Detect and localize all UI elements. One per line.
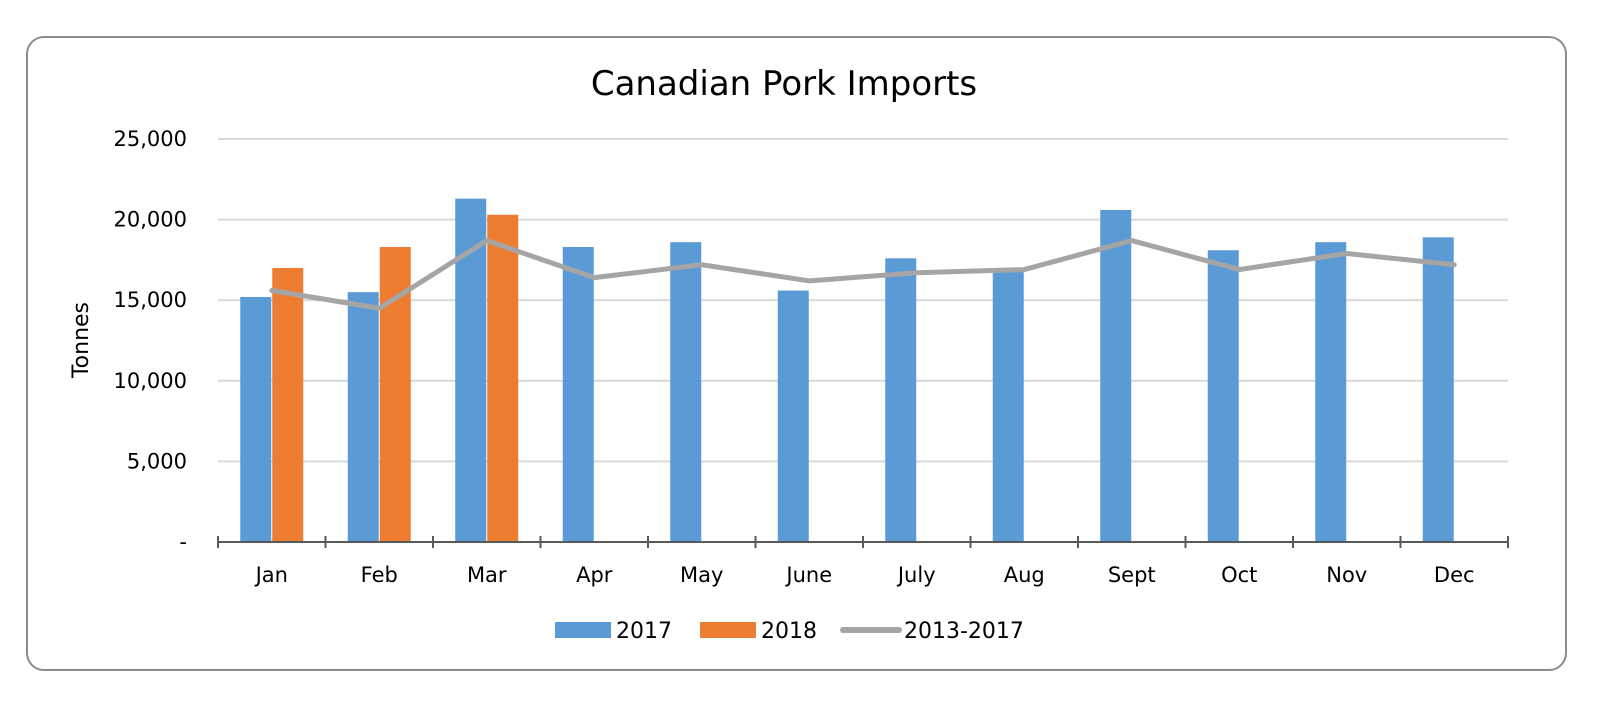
y-tick-label: 25,000 xyxy=(114,127,187,151)
x-tick-label: Aug xyxy=(1004,563,1045,587)
bar-2018 xyxy=(487,214,519,543)
legend-swatch-2017 xyxy=(555,622,611,638)
x-tick-label: July xyxy=(896,563,936,587)
y-tick-label: 15,000 xyxy=(114,288,187,312)
legend-label: 2013-2017 xyxy=(904,619,1024,644)
x-tick-label: Sept xyxy=(1108,563,1156,587)
x-tick-label: Feb xyxy=(361,563,398,587)
x-tick-label: Nov xyxy=(1326,563,1367,587)
x-tick-label: Jan xyxy=(254,563,288,587)
bar-2017 xyxy=(562,247,594,542)
bar-2017 xyxy=(885,258,917,542)
bar-2017 xyxy=(992,267,1024,542)
legend-swatch-2018 xyxy=(700,622,756,638)
bar-2017 xyxy=(1207,250,1239,542)
bar-2017 xyxy=(1422,237,1454,542)
x-tick-label: June xyxy=(784,563,832,587)
bar-2017 xyxy=(1100,209,1132,543)
y-tick-label: 20,000 xyxy=(114,208,187,232)
bar-2018 xyxy=(272,267,304,542)
bar-2017 xyxy=(1315,242,1347,542)
x-tick-label: Dec xyxy=(1434,563,1475,587)
x-tick-label: Oct xyxy=(1221,563,1257,587)
x-tick-label: Apr xyxy=(576,563,613,587)
bar-2017 xyxy=(240,296,272,542)
y-tick-label: - xyxy=(179,530,187,554)
chart-title: Canadian Pork Imports xyxy=(591,64,977,104)
y-axis-title: Tonnes xyxy=(69,302,94,379)
bar-2017 xyxy=(347,292,379,542)
bar-2017 xyxy=(777,290,809,542)
legend-label: 2017 xyxy=(616,619,672,644)
line-2013-2017 xyxy=(269,238,1457,311)
y-tick-label: 10,000 xyxy=(114,369,187,393)
legend-label: 2018 xyxy=(761,619,817,644)
x-tick-label: May xyxy=(680,563,723,587)
x-tick-label: Mar xyxy=(467,563,507,587)
bar-2017 xyxy=(670,242,702,542)
y-tick-label: 5,000 xyxy=(127,449,187,473)
